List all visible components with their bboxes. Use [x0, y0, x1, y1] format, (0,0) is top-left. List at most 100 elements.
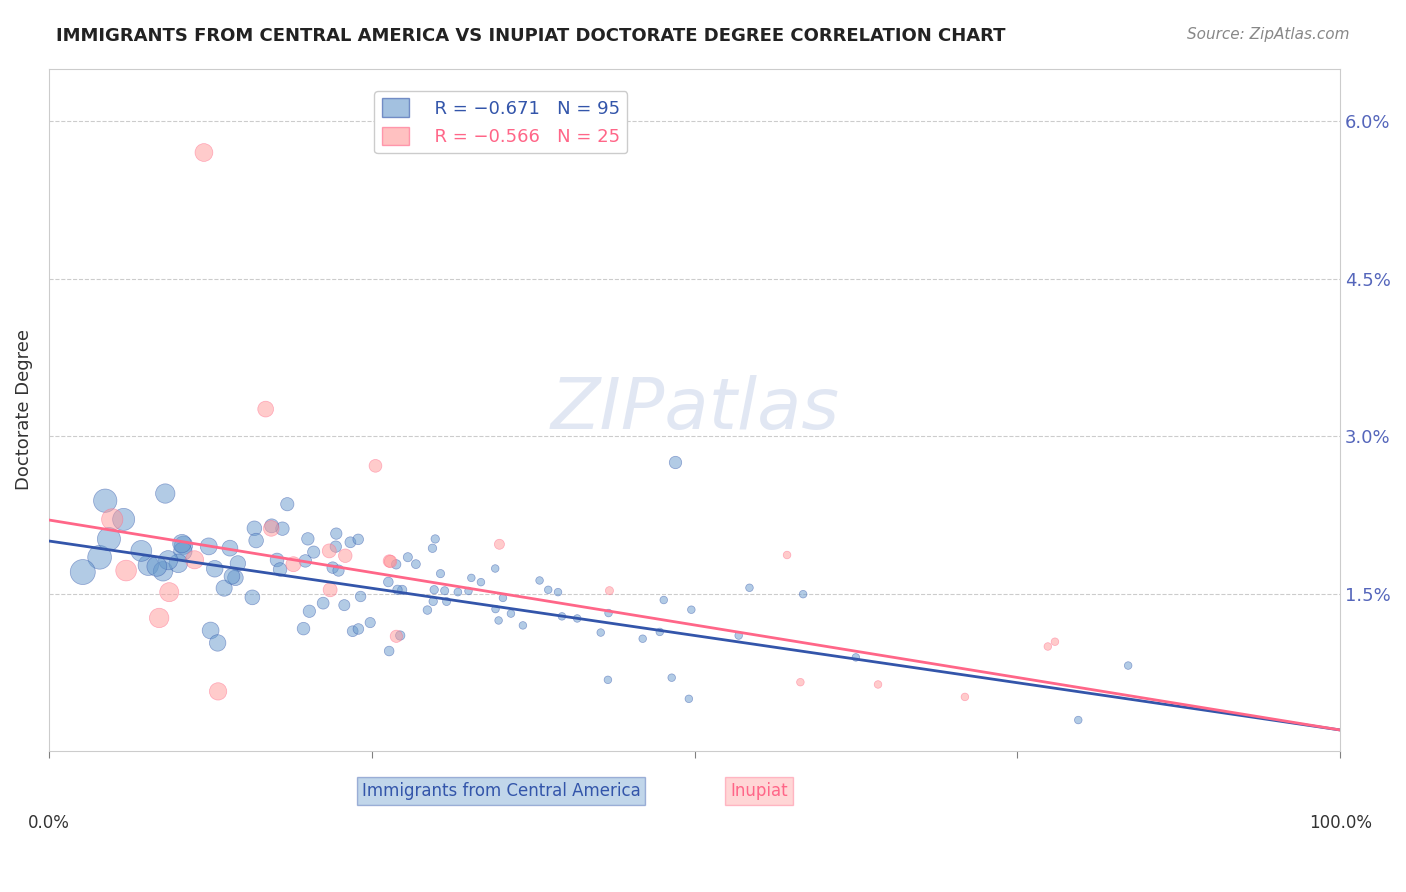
- Point: [266, 553, 288, 567]
- Point: [866, 677, 889, 691]
- Point: [335, 549, 357, 563]
- Point: [157, 553, 180, 567]
- Point: [172, 544, 194, 558]
- Point: [207, 684, 229, 698]
- Point: [207, 636, 229, 650]
- Point: [776, 548, 799, 562]
- Point: [727, 628, 749, 642]
- Point: [377, 574, 399, 589]
- Point: [1116, 658, 1139, 673]
- Point: [422, 594, 444, 608]
- Point: [245, 533, 267, 548]
- Point: [648, 624, 671, 639]
- Point: [101, 512, 124, 526]
- Y-axis label: Doctorate Degree: Doctorate Degree: [15, 329, 32, 491]
- Point: [197, 540, 219, 554]
- Point: [470, 575, 492, 590]
- Text: Immigrants from Central America: Immigrants from Central America: [361, 781, 640, 800]
- Point: [387, 582, 409, 597]
- Point: [302, 545, 325, 559]
- Point: [170, 536, 193, 550]
- Point: [378, 644, 401, 658]
- Point: [512, 618, 534, 632]
- Point: [385, 558, 408, 572]
- Point: [845, 650, 868, 665]
- Point: [598, 583, 620, 598]
- Point: [551, 609, 574, 624]
- Point: [204, 562, 226, 576]
- Point: [347, 533, 370, 547]
- Point: [292, 622, 315, 636]
- Point: [349, 590, 371, 604]
- Point: [136, 558, 159, 573]
- Point: [146, 559, 169, 574]
- Point: [183, 553, 205, 567]
- Point: [484, 602, 506, 616]
- Point: [318, 544, 340, 558]
- Point: [598, 606, 620, 620]
- Point: [422, 541, 444, 556]
- Point: [429, 566, 451, 581]
- Point: [460, 571, 482, 585]
- Point: [226, 557, 249, 571]
- Text: 0.0%: 0.0%: [28, 814, 70, 832]
- Point: [1036, 640, 1059, 654]
- Point: [283, 558, 305, 572]
- Point: [319, 582, 342, 597]
- Point: [389, 628, 412, 642]
- Point: [224, 571, 246, 585]
- Point: [433, 583, 456, 598]
- Point: [499, 607, 522, 621]
- Point: [347, 622, 370, 636]
- Point: [792, 587, 814, 601]
- Point: [94, 493, 117, 508]
- Point: [200, 624, 222, 638]
- Point: [152, 564, 174, 578]
- Point: [173, 538, 195, 552]
- Point: [488, 614, 510, 628]
- Point: [596, 673, 619, 687]
- Text: Source: ZipAtlas.com: Source: ZipAtlas.com: [1187, 27, 1350, 42]
- Point: [148, 611, 170, 625]
- Point: [240, 591, 263, 605]
- Point: [342, 624, 364, 639]
- Point: [364, 458, 387, 473]
- Point: [547, 585, 569, 599]
- Point: [260, 519, 283, 533]
- Point: [567, 611, 589, 625]
- Point: [298, 604, 321, 618]
- Point: [359, 615, 381, 630]
- Point: [322, 560, 344, 574]
- Point: [681, 603, 703, 617]
- Point: [385, 629, 408, 643]
- Point: [380, 554, 402, 568]
- Point: [328, 564, 350, 578]
- Point: [325, 540, 347, 554]
- Point: [271, 522, 294, 536]
- Point: [396, 550, 419, 565]
- Point: [221, 569, 243, 583]
- Point: [738, 581, 761, 595]
- Point: [112, 512, 135, 526]
- Point: [115, 564, 138, 578]
- Point: [447, 585, 470, 599]
- Point: [378, 554, 401, 568]
- Point: [436, 594, 458, 608]
- Point: [333, 598, 356, 612]
- Point: [193, 145, 215, 160]
- Point: [254, 402, 277, 417]
- Point: [167, 557, 190, 571]
- Point: [260, 521, 283, 535]
- Point: [484, 561, 506, 575]
- Point: [339, 535, 361, 549]
- Point: [789, 675, 811, 690]
- Text: 100.0%: 100.0%: [1309, 814, 1372, 832]
- Point: [89, 550, 111, 565]
- Point: [664, 455, 686, 469]
- Point: [157, 585, 180, 599]
- Point: [391, 582, 413, 597]
- Point: [652, 593, 675, 607]
- Point: [416, 603, 439, 617]
- Point: [537, 582, 560, 597]
- Point: [312, 596, 335, 610]
